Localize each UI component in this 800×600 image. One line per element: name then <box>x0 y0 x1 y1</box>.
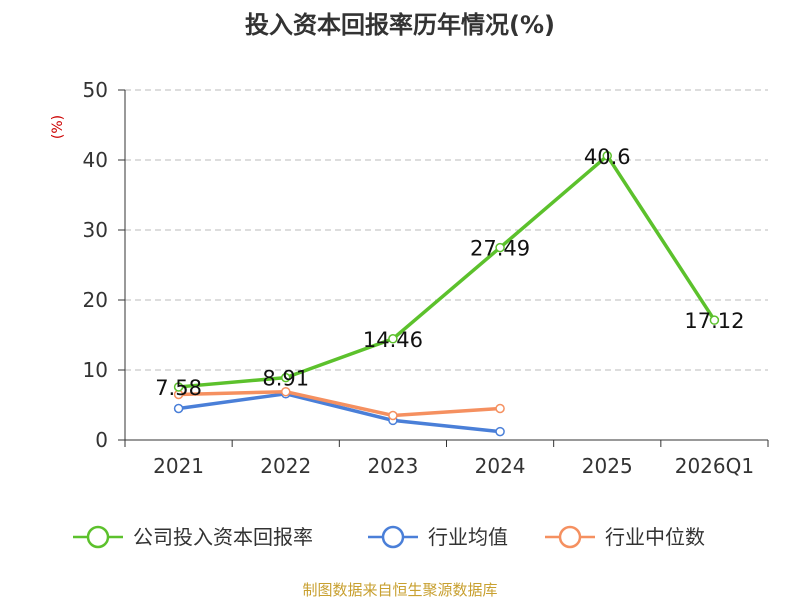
y-tick-label: 40 <box>83 148 108 172</box>
data-point <box>495 426 505 437</box>
y-tick-label: 10 <box>83 358 108 382</box>
series-lines <box>173 151 720 437</box>
data-label: 8.91 <box>262 367 309 391</box>
x-tick-label: 2025 <box>582 454 633 478</box>
data-label: 40.6 <box>584 145 631 169</box>
legend-label: 公司投入资本回报率 <box>133 525 313 549</box>
x-tick-label: 2023 <box>367 454 418 478</box>
data-point <box>173 382 184 392</box>
data-point <box>173 403 184 414</box>
data-point <box>281 372 291 383</box>
source-note: 制图数据来自恒生聚源数据库 <box>302 581 497 599</box>
y-axis-unit: (%) <box>50 115 66 139</box>
grid-lines <box>125 89 768 371</box>
data-labels: 7.58 8.91 14.46 27.49 40.6 17.12 <box>155 145 744 400</box>
x-tick-label: 2022 <box>260 454 311 478</box>
data-point <box>495 403 505 414</box>
legend-label: 行业均值 <box>428 525 508 549</box>
x-tick-label: 2026Q1 <box>675 454 754 478</box>
x-tick-label: 2021 <box>153 454 204 478</box>
y-tick-label: 0 <box>95 428 108 452</box>
data-label: 14.46 <box>363 328 423 352</box>
data-label: 27.49 <box>470 237 530 261</box>
chart-title: 投入资本回报率历年情况(%) <box>245 11 555 39</box>
data-point <box>388 410 398 421</box>
y-tick-label: 20 <box>83 288 108 312</box>
y-tick-label: 50 <box>83 78 108 102</box>
series-line <box>178 392 501 434</box>
legend-marker <box>381 525 405 549</box>
legend: 公司投入资本回报率 行业均值 行业中位数 <box>73 525 705 549</box>
x-tick-label: 2024 <box>475 454 526 478</box>
data-label: 17.12 <box>684 309 744 333</box>
axes: 0 10 20 30 40 50 2021 2022 2023 2024 2025 2026Q1 <box>83 78 769 478</box>
data-point <box>281 386 291 397</box>
data-point <box>602 151 612 161</box>
data-point <box>388 334 398 344</box>
legend-marker <box>86 525 110 549</box>
legend-label: 行业中位数 <box>605 525 705 549</box>
data-point <box>709 315 720 325</box>
series-line <box>178 154 716 389</box>
data-point <box>495 242 505 253</box>
data-label: 7.58 <box>155 376 202 400</box>
series-line <box>178 389 501 418</box>
legend-marker <box>558 525 582 549</box>
y-tick-label: 30 <box>83 218 108 242</box>
